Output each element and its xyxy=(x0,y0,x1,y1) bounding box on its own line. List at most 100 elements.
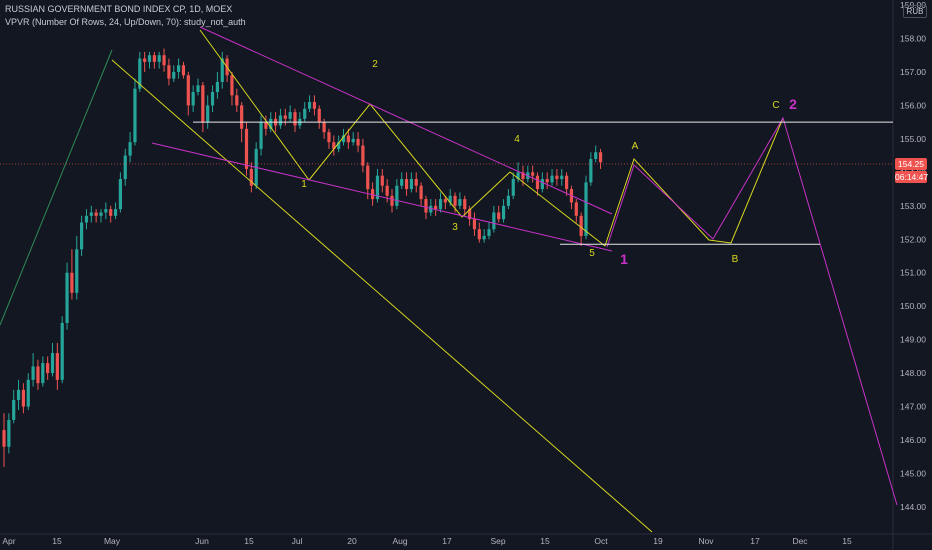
candle-body xyxy=(322,122,326,133)
candle-body xyxy=(89,212,93,216)
candle-body xyxy=(113,209,118,216)
time-tick-label: Dec xyxy=(792,536,808,546)
candle-body xyxy=(458,199,462,206)
candle-body xyxy=(375,175,380,200)
candle-body xyxy=(264,122,268,129)
currency-badge[interactable]: RUB xyxy=(903,5,927,18)
candle-body xyxy=(341,135,346,143)
time-tick-label: May xyxy=(104,536,121,546)
wave-label-3: 3 xyxy=(452,222,458,233)
candle-body xyxy=(288,112,292,119)
candle-body xyxy=(240,105,244,129)
price-tick-label: 151.00 xyxy=(900,268,926,278)
candle-body xyxy=(419,185,423,200)
indicator-label[interactable]: VPVR (Number Of Rows, 24, Up/Down, 70): … xyxy=(5,17,246,27)
candles-group xyxy=(2,48,603,467)
candle-body xyxy=(65,272,69,323)
candle-body xyxy=(55,353,59,380)
candle-body xyxy=(477,229,481,240)
candle-body xyxy=(472,219,477,230)
candle-body xyxy=(366,165,370,190)
candle-body xyxy=(468,209,472,220)
major-wave-label-1: 1 xyxy=(620,251,628,267)
candle-body xyxy=(278,115,283,126)
candle-body xyxy=(162,55,166,66)
time-tick-label: Jul xyxy=(292,536,303,546)
candle-body xyxy=(497,212,501,220)
wave-abc-lines xyxy=(604,117,784,247)
candle-body xyxy=(46,363,50,374)
candle-body xyxy=(172,71,176,79)
trend-line-green xyxy=(0,49,113,326)
candle-body xyxy=(424,199,428,213)
candle-body xyxy=(434,205,438,210)
candle-body xyxy=(317,108,321,123)
symbol-title[interactable]: RUSSIAN GOVERNMENT BOND INDEX CP, 1D, MO… xyxy=(5,4,233,14)
candle-body xyxy=(531,172,535,176)
candle-body xyxy=(307,102,312,109)
candle-body xyxy=(123,155,127,180)
candle-body xyxy=(584,182,588,236)
candle-body xyxy=(269,118,273,129)
time-tick-label: Sep xyxy=(490,536,505,546)
candle-body xyxy=(157,55,161,62)
candle-body xyxy=(550,175,554,183)
candle-body xyxy=(332,142,336,149)
candle-body xyxy=(535,175,540,190)
candle-body xyxy=(492,212,496,230)
time-tick-label: Jun xyxy=(195,536,209,546)
candle-body xyxy=(143,58,147,62)
candle-body xyxy=(482,235,486,240)
wave-label-4: 4 xyxy=(514,134,520,145)
candle-body xyxy=(138,58,142,89)
candle-body xyxy=(244,128,249,169)
candle-body xyxy=(385,185,389,196)
candle-body xyxy=(104,209,108,213)
countdown-badge: 06:14:47 xyxy=(895,171,929,183)
price-tick-label: 150.00 xyxy=(900,301,926,311)
candle-body xyxy=(210,92,215,106)
wave-label-1: 1 xyxy=(301,179,307,190)
last-price-badge: 154.25 xyxy=(895,158,927,170)
candle-body xyxy=(361,145,365,166)
time-tick-label: Aug xyxy=(392,536,407,546)
wave-label-b: B xyxy=(732,254,739,265)
candle-body xyxy=(371,189,375,200)
candle-body xyxy=(283,115,287,119)
candle-body xyxy=(453,195,457,206)
candle-body xyxy=(21,389,25,407)
candle-body xyxy=(303,108,307,119)
candle-body xyxy=(177,65,181,72)
candle-body xyxy=(152,55,156,62)
candle-body xyxy=(230,75,234,96)
candle-body xyxy=(346,135,350,143)
price-tick-label: 155.00 xyxy=(900,134,926,144)
trend-line-yellow-long xyxy=(111,59,653,533)
chart-legend: RUSSIAN GOVERNMENT BOND INDEX CP, 1D, MO… xyxy=(5,3,246,29)
candle-body xyxy=(414,179,418,186)
wave-subwave-lines xyxy=(199,29,606,247)
price-tick-label: 156.00 xyxy=(900,100,926,110)
candle-body xyxy=(249,168,253,186)
wave-label-c: C xyxy=(772,100,779,111)
candle-body xyxy=(259,122,263,149)
candle-body xyxy=(50,353,55,374)
candle-body xyxy=(133,88,137,143)
price-tick-label: 147.00 xyxy=(900,402,926,412)
time-tick-label: 15 xyxy=(540,536,550,546)
time-tick-label: 17 xyxy=(750,536,760,546)
wave-label-a: A xyxy=(632,141,639,152)
time-tick-label: Nov xyxy=(698,536,714,546)
wave-label-2: 2 xyxy=(372,59,378,70)
candle-body xyxy=(235,95,239,106)
candle-body xyxy=(181,65,186,76)
candle-body xyxy=(196,85,200,93)
time-tick-label: Oct xyxy=(594,536,608,546)
candle-body xyxy=(94,212,98,216)
candle-body xyxy=(118,179,122,210)
candle-body xyxy=(293,112,297,126)
price-tick-label: 157.00 xyxy=(900,67,926,77)
time-tick-label: 15 xyxy=(244,536,254,546)
time-tick-label: Apr xyxy=(2,536,15,546)
